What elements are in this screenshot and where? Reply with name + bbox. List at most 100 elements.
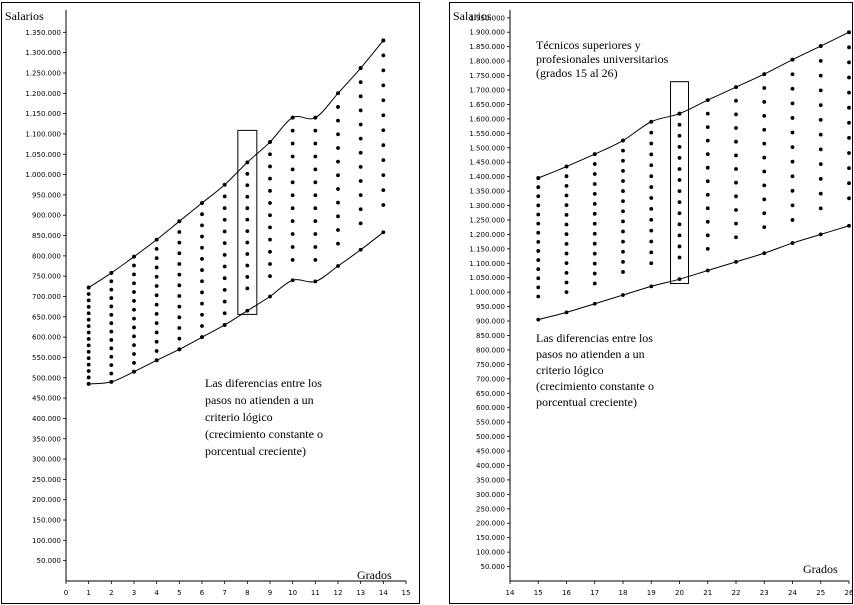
envelope-point <box>222 323 227 327</box>
data-point <box>132 299 136 303</box>
envelope-point <box>790 57 795 62</box>
data-point <box>86 311 91 316</box>
data-point <box>358 207 363 212</box>
x-tick-label: 17 <box>590 589 599 597</box>
data-point <box>290 193 295 198</box>
data-point <box>132 316 136 321</box>
data-point <box>564 222 569 227</box>
envelope-point <box>381 230 386 235</box>
envelope-point <box>358 247 363 252</box>
data-point <box>336 241 340 246</box>
data-point <box>762 86 767 90</box>
envelope-point <box>177 219 182 224</box>
data-point <box>336 228 340 232</box>
data-point <box>790 145 795 149</box>
data-point <box>290 154 295 159</box>
y-tick-label: 800.000 <box>32 252 61 260</box>
envelope-point <box>818 44 823 48</box>
y-tick-label: 600.000 <box>476 404 505 412</box>
y-tick-label: 300.000 <box>476 491 505 499</box>
highlight-box <box>237 129 258 315</box>
y-tick-label: 250.000 <box>476 505 505 513</box>
y-tick-label: 1.950.000 <box>469 14 505 22</box>
y-tick-label: 950.000 <box>476 303 505 311</box>
data-point <box>536 185 541 190</box>
data-point <box>268 201 272 205</box>
data-point <box>564 174 569 179</box>
data-point <box>705 125 710 130</box>
y-tick-label: 500.000 <box>32 374 61 382</box>
data-point <box>381 113 386 118</box>
data-point <box>381 53 386 58</box>
data-point <box>762 113 767 118</box>
data-point <box>200 279 204 284</box>
data-point <box>154 293 159 298</box>
data-point <box>677 178 682 182</box>
y-tick-label: 250.000 <box>32 476 61 484</box>
data-point <box>86 298 91 303</box>
highlight-box <box>670 81 689 285</box>
data-point <box>200 324 204 328</box>
data-point <box>818 117 823 122</box>
data-point <box>109 279 114 284</box>
data-point <box>818 88 823 93</box>
data-point <box>762 169 767 174</box>
envelope-point <box>649 119 654 124</box>
data-point <box>245 275 250 279</box>
data-point <box>222 241 227 246</box>
data-point <box>592 192 597 196</box>
data-point <box>705 233 710 238</box>
data-point <box>705 179 710 184</box>
x-tick-label: 24 <box>788 589 797 597</box>
data-point <box>268 249 272 254</box>
data-point <box>132 281 136 286</box>
title-note-line: profesionales universitarios <box>536 52 669 66</box>
data-point <box>313 193 318 198</box>
data-point <box>705 111 710 116</box>
data-point <box>734 221 738 226</box>
data-point <box>86 356 91 361</box>
data-point <box>649 250 654 255</box>
data-point <box>847 166 851 171</box>
data-point <box>86 362 91 367</box>
data-point <box>358 150 363 155</box>
y-tick-label: 1.300.000 <box>25 49 61 57</box>
lower-envelope-line <box>538 225 850 321</box>
y-tick-label: 550.000 <box>32 354 61 362</box>
data-point <box>734 98 738 103</box>
y-tick-label: 1.150.000 <box>469 245 505 253</box>
data-point <box>564 203 569 208</box>
x-tick-label: 18 <box>619 589 628 597</box>
data-point <box>762 211 767 216</box>
data-point <box>705 138 710 143</box>
data-point <box>313 154 318 159</box>
y-tick-label: 100.000 <box>32 537 61 545</box>
envelope-point <box>705 98 710 102</box>
x-tick-label: 13 <box>356 589 365 597</box>
data-point <box>592 271 597 276</box>
annotation-line: criterio lógico <box>536 363 604 377</box>
data-point <box>86 330 91 335</box>
data-point <box>621 259 625 264</box>
envelope-point <box>313 279 318 284</box>
data-point <box>336 132 340 137</box>
x-tick-label: 8 <box>245 589 249 597</box>
upper-envelope-line <box>538 31 850 179</box>
y-axis-label: Salarios <box>5 9 44 23</box>
data-point <box>677 233 682 238</box>
envelope-point <box>649 284 654 289</box>
data-point <box>790 130 795 135</box>
y-tick-label: 350.000 <box>476 476 505 484</box>
y-tick-label: 1.000.000 <box>469 289 505 297</box>
x-tick-label: 14 <box>379 589 388 597</box>
data-point <box>358 94 363 99</box>
data-point <box>200 212 204 217</box>
data-point <box>222 264 227 269</box>
data-point <box>592 251 597 256</box>
data-point <box>313 219 318 224</box>
x-tick-label: 20 <box>675 589 684 597</box>
x-tick-label: 15 <box>402 589 411 597</box>
data-point <box>268 176 272 181</box>
data-point <box>154 274 159 279</box>
data-point <box>381 68 386 73</box>
